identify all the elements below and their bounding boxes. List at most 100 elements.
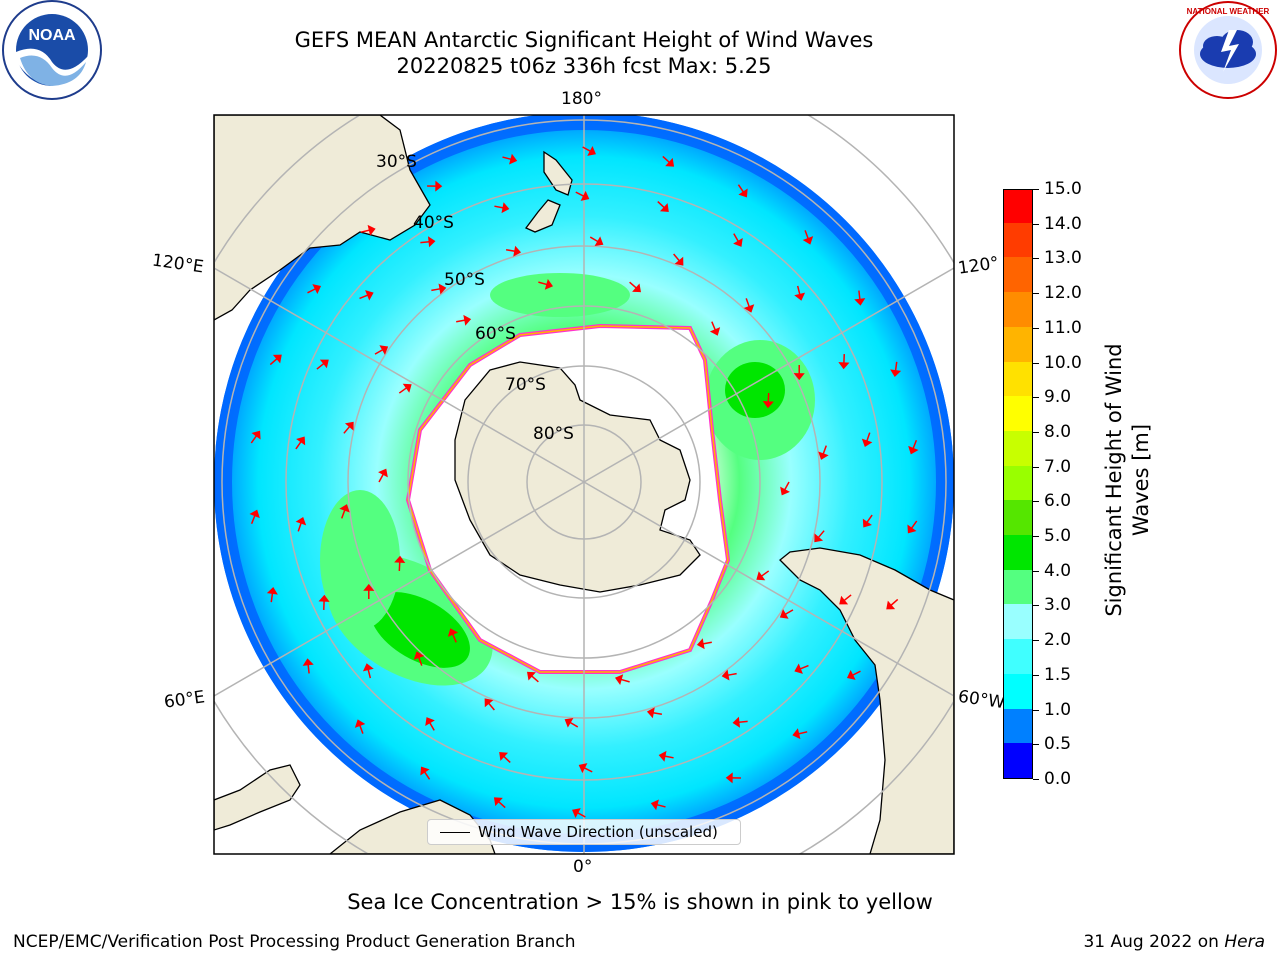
wave-arrow-shaft: [760, 570, 770, 577]
wave-arrow-head: [526, 671, 536, 681]
colorbar-tick-label: 14.0: [1044, 213, 1082, 234]
wave-arrow-shaft: [852, 670, 861, 676]
wave-arrow-shaft: [250, 435, 258, 444]
wave-arrow-head: [493, 797, 503, 807]
wave-arrow-head: [564, 717, 574, 728]
wave-arrow-shaft: [494, 205, 504, 209]
wave-arrow-shaft: [796, 285, 801, 295]
colorbar-tick-label: 15.0: [1044, 179, 1082, 199]
colorbar-tick-mark: [1033, 258, 1039, 260]
wave-arrow-head: [890, 369, 902, 377]
colorbar-segment: [1004, 361, 1032, 397]
wave-arrow-head: [296, 436, 306, 446]
wave-arrow-shaft: [784, 481, 790, 491]
colorbar-tick-mark: [1033, 397, 1039, 399]
wave-arrow-shaft: [912, 439, 918, 449]
colorbar-segment: [1004, 395, 1032, 431]
wave-arrow-shaft: [799, 664, 809, 670]
wave-arrow-head: [318, 594, 330, 602]
lat-label-60s: 60°S: [475, 324, 516, 344]
wave-arrow-shaft: [737, 184, 745, 193]
wave-arrow-head: [846, 669, 856, 680]
wave-arrow-head: [272, 354, 282, 364]
colorbar-tick-label: 0.0: [1044, 769, 1072, 789]
wave-arrow-shaft: [431, 288, 441, 292]
wave-arrow-head: [733, 238, 743, 247]
wave-arrow-head: [779, 609, 789, 619]
wave-arrow-shaft: [620, 678, 630, 683]
wave-arrow-shaft: [858, 290, 861, 300]
wave-direction-arrows: [249, 146, 919, 818]
wave-arrow-head: [738, 188, 748, 198]
wave-arrow-head: [614, 674, 624, 685]
wave-arrow-head: [839, 595, 849, 605]
wave-arrow-shaft: [657, 200, 665, 209]
colorbar-segment: [1004, 190, 1032, 223]
map-legend: Wind Wave Direction (unscaled): [427, 819, 741, 845]
wave-arrow-shaft: [890, 598, 899, 606]
wave-arrow-shaft: [316, 362, 325, 370]
colorbar-segment: [1004, 291, 1032, 327]
colorbar-segment: [1004, 603, 1032, 640]
wave-arrow-head: [447, 628, 459, 637]
colorbar-segment: [1004, 638, 1032, 674]
colorbar-tick-mark: [1033, 709, 1039, 711]
wave-arrow-head: [732, 716, 740, 728]
wave-arrow-shaft: [503, 755, 511, 764]
wave-arrow-shaft: [378, 473, 384, 483]
wave-arrow-shaft: [360, 229, 370, 233]
colorbar-tick-label: 9.0: [1044, 387, 1072, 408]
wave-arrow-head: [794, 292, 806, 301]
wave-arrow-shaft: [420, 240, 430, 244]
colorbar-tick-label: 12.0: [1044, 283, 1082, 304]
sea-ice-note: Sea Ice Concentration > 15% is shown in …: [347, 890, 933, 914]
wave-arrow-head: [594, 236, 604, 247]
map-frame: [213, 114, 955, 855]
wave-arrow-head: [501, 202, 510, 214]
wave-arrow-shaft: [798, 731, 808, 735]
colorbar-tick-label: 3.0: [1044, 595, 1072, 616]
wave-arrow-head: [907, 524, 917, 534]
wave-arrow-head: [862, 518, 872, 528]
wave-arrow-shaft: [866, 514, 873, 523]
colorbar-tick-mark: [1033, 570, 1039, 572]
chart-title: GEFS MEAN Antarctic Significant Height o…: [294, 28, 874, 52]
wave-arrow-shaft: [817, 530, 825, 539]
wave-arrow-head: [802, 236, 814, 245]
wave-arrow-head: [394, 555, 406, 563]
colorbar-tick-label: 10.0: [1044, 352, 1082, 373]
wave-arrow-head: [818, 451, 829, 460]
wave-arrow-shaft: [652, 711, 663, 716]
wave-arrow-shaft: [583, 767, 593, 773]
wave-arrow-head: [402, 383, 412, 393]
colorbar-segment: [1004, 222, 1032, 258]
wave-arrow-shaft: [727, 672, 737, 676]
wave-arrow-shaft: [423, 771, 431, 780]
wave-arrow-head: [794, 663, 803, 674]
wave-arrow-shaft: [745, 298, 750, 308]
colorbar-tick-mark: [1033, 223, 1039, 225]
continents: [214, 115, 954, 854]
lat-label-50s: 50°S: [444, 270, 485, 290]
wave-arrow-head: [378, 468, 388, 478]
wave-arrow-shaft: [569, 721, 579, 728]
wave-arrow-shaft: [662, 155, 670, 164]
colorbar-tick-label: 0.5: [1044, 734, 1072, 755]
colorbar-tick-label: 6.0: [1044, 491, 1072, 512]
wave-arrow-shaft: [784, 609, 794, 615]
colorbar-segment: [1004, 534, 1032, 570]
colorbar-tick-mark: [1033, 327, 1039, 329]
legend-label: Wind Wave Direction (unscaled): [478, 823, 718, 841]
wave-arrow-head: [413, 651, 425, 660]
wave-arrow-head: [632, 283, 642, 293]
wave-arrow-shaft: [488, 702, 495, 711]
colorbar-tick-label: 4.0: [1044, 560, 1072, 581]
colorbar-segment: [1004, 708, 1032, 744]
credit-date: 31 Aug 2022 on Hera: [1083, 932, 1265, 952]
lat-label-70s: 70°S: [505, 375, 546, 395]
wave-arrow-head: [854, 298, 866, 306]
wave-arrow-head: [354, 719, 366, 728]
colorbar-tick-label: 7.0: [1044, 456, 1072, 477]
wave-arrow-shaft: [629, 281, 637, 289]
